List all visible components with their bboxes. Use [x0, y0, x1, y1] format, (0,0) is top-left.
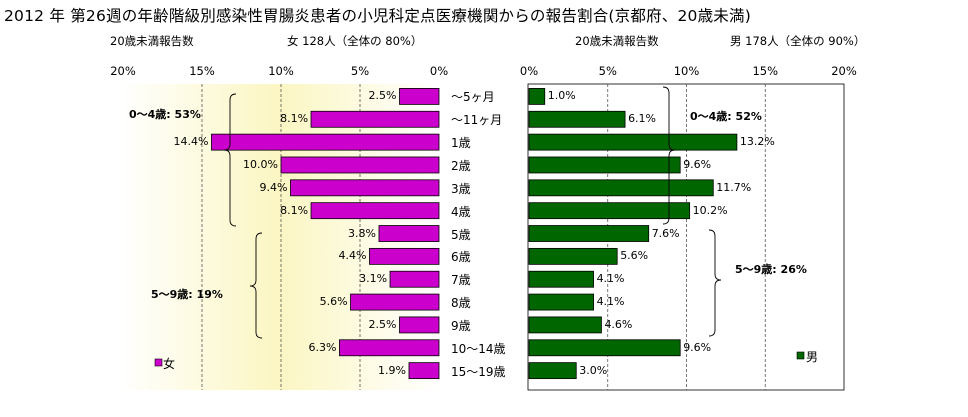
category-label: 9歳 [451, 318, 471, 333]
female-bar [399, 316, 440, 334]
category-label: 5歳 [451, 227, 471, 242]
male-bar [528, 110, 626, 128]
male-data-label: 5.6% [620, 249, 649, 263]
female-bar [310, 202, 440, 220]
category-label: 6歳 [451, 250, 471, 265]
category-label: 2歳 [451, 158, 471, 173]
male-bar [528, 270, 594, 288]
left-brace-0-4 [223, 93, 237, 227]
male-data-label: 1.0% [547, 89, 576, 103]
female-data-label: 14.4% [173, 135, 209, 149]
female-data-label: 8.1% [280, 112, 309, 126]
female-data-label: 3.8% [348, 226, 376, 240]
right-axis-tick-label: 15% [752, 64, 779, 78]
female-bar [408, 362, 440, 380]
male-data-label: 4.1% [596, 272, 625, 286]
right-group-label-5-9: 5～9歳: 26% [735, 263, 807, 276]
male-bar [528, 339, 681, 357]
female-bar [211, 133, 440, 151]
legend-female-swatch [154, 358, 163, 367]
category-label: 15～19歳 [451, 364, 506, 379]
female-bar [350, 293, 440, 311]
right-brace-5-9 [708, 229, 722, 337]
right-group-label-0-4: 0～4歳: 52% [690, 110, 762, 123]
male-bar [528, 133, 738, 151]
female-bar [389, 270, 440, 288]
female-data-label: 5.6% [319, 295, 348, 309]
female-data-label: 4.4% [338, 249, 367, 263]
left-axis-tick-label: 0% [429, 64, 449, 78]
left-group-label-5-9: 5～9歳: 19% [151, 288, 223, 301]
female-data-label: 2.5% [368, 317, 397, 331]
female-bar [399, 88, 440, 105]
male-bar [528, 156, 681, 174]
female-data-label: 8.1% [280, 203, 309, 217]
right-axis-tick-label: 10% [673, 64, 700, 78]
legend-male-swatch [796, 351, 805, 360]
male-bar [528, 362, 577, 380]
male-data-label: 4.1% [596, 295, 625, 309]
left-subtitle-female: 女 128人（全体の 80%） [287, 34, 423, 48]
male-data-label: 7.6% [651, 226, 680, 240]
chart-title: 2012 年 第26週の年齢階級別感染性胃腸炎患者の小児科定点医療機関からの報告… [4, 7, 751, 25]
male-bar [528, 293, 594, 311]
right-subtitle-male: 男 178人（全体の 90%） [730, 34, 866, 48]
male-bar [528, 179, 714, 197]
left-axis-tick-label: 10% [268, 64, 294, 78]
male-bar [528, 202, 691, 220]
female-bar [339, 339, 440, 357]
category-label: 7歳 [451, 273, 471, 288]
male-data-label: 4.6% [604, 317, 633, 331]
right-subtitle-count: 20歳未満報告数 [575, 34, 659, 48]
male-data-label: 9.6% [683, 340, 712, 354]
left-group-label-0-4: 0～4歳: 53% [129, 108, 201, 121]
female-bar [280, 156, 440, 174]
category-label: 4歳 [451, 204, 471, 219]
male-data-label: 10.2% [692, 203, 728, 217]
male-bar [528, 88, 546, 105]
female-bar [378, 225, 440, 242]
category-label: 10～14歳 [451, 341, 506, 356]
right-axis-tick-label: 0% [519, 64, 539, 78]
left-axis-tick-label: 5% [350, 64, 370, 78]
category-label: 1歳 [451, 136, 471, 151]
female-data-label: 6.3% [308, 340, 337, 354]
legend-male-label: 男 [806, 350, 819, 364]
left-axis-tick-label: 20% [110, 64, 136, 78]
female-data-label: 2.5% [368, 89, 397, 103]
category-label: 8歳 [451, 296, 471, 311]
male-data-label: 13.2% [739, 135, 775, 149]
male-bar [528, 316, 602, 334]
legend-female-label: 女 [163, 357, 176, 371]
left-subtitle-count: 20歳未満報告数 [110, 34, 194, 48]
male-bar [528, 247, 618, 265]
male-data-label: 9.6% [683, 157, 712, 171]
male-data-label: 3.0% [579, 363, 608, 377]
male-data-label: 6.1% [628, 112, 657, 126]
category-label: ～5ヶ月 [451, 90, 495, 105]
category-label: ～11ヶ月 [451, 113, 503, 128]
left-brace-5-9 [249, 232, 263, 339]
right-brace-0-4 [662, 86, 676, 225]
female-bar [290, 179, 440, 197]
female-data-label: 1.9% [378, 363, 406, 377]
category-label: 3歳 [451, 181, 471, 196]
female-bar [369, 247, 440, 265]
male-data-label: 11.7% [716, 180, 752, 194]
female-data-label: 3.1% [359, 272, 388, 286]
male-bar [528, 225, 650, 242]
right-axis-tick-label: 20% [831, 64, 857, 78]
female-data-label: 10.0% [243, 157, 278, 171]
female-data-label: 9.4% [259, 180, 288, 194]
female-bar [310, 110, 440, 128]
right-axis-tick-label: 5% [598, 64, 617, 78]
left-axis-tick-label: 15% [189, 64, 215, 78]
